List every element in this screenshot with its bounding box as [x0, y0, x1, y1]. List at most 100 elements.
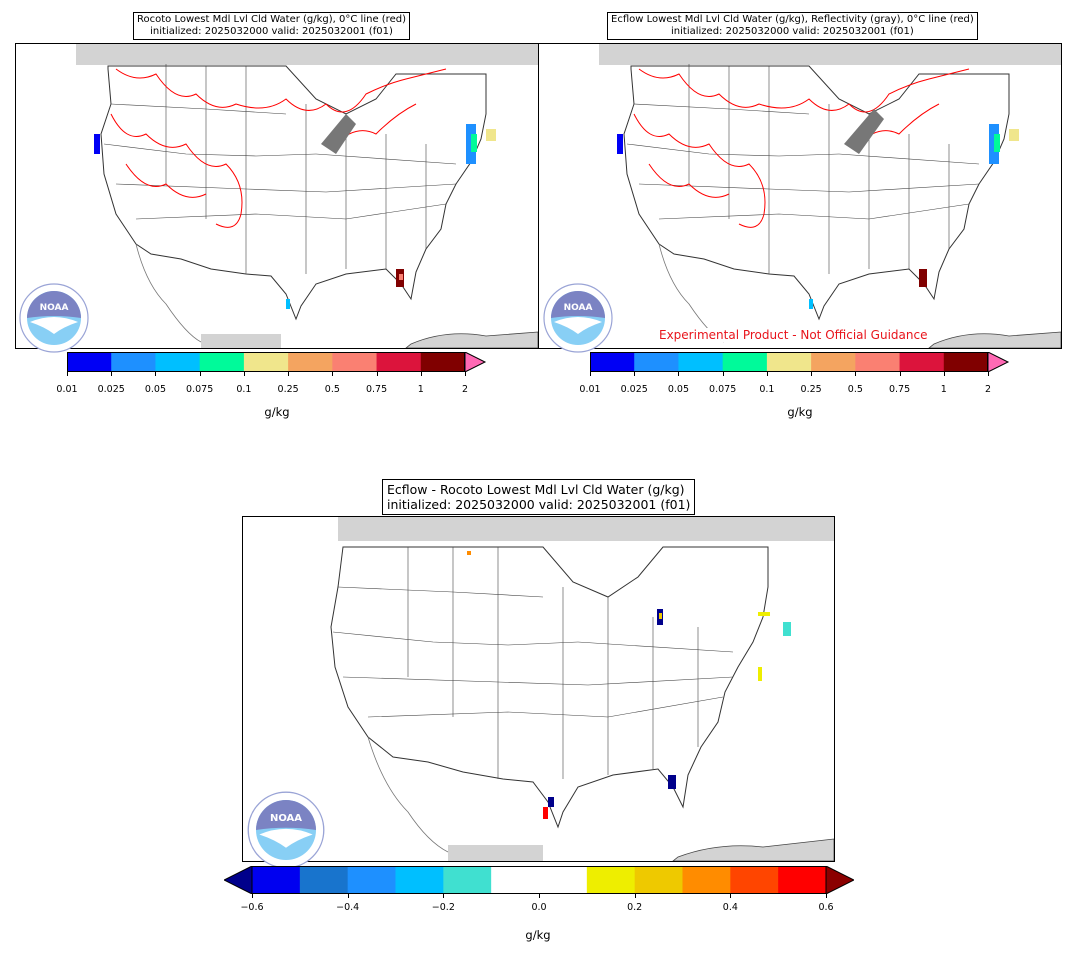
colorbar-swatch [155, 352, 201, 372]
colorbar-swatch [722, 352, 768, 372]
colorbar-tick [443, 894, 445, 898]
colorbar-swatch [943, 352, 989, 372]
colorbar-swatch [299, 866, 349, 894]
colorbar-tick [539, 894, 540, 898]
colorbar-extend-arrow [464, 351, 487, 373]
colorbar-swatch [682, 866, 731, 894]
colorbar-tick [730, 894, 732, 898]
colorbar-difference [222, 865, 856, 895]
us-outline [330, 546, 769, 829]
colorbar-tick [67, 372, 68, 376]
title-line-1: Ecflow Lowest Mdl Lvl Cld Water (g/kg), … [611, 14, 974, 25]
difference-field [467, 551, 791, 819]
colorbar-swatch [243, 352, 289, 372]
colorbar-swatch [899, 352, 945, 372]
cloud-water-field [617, 124, 1019, 309]
colorbar-swatch [199, 352, 245, 372]
colorbar-tick [252, 894, 253, 898]
state-borders [626, 64, 980, 274]
colorbar-swatch [590, 352, 635, 372]
colorbar-tick [766, 372, 768, 376]
colorbar-border [67, 352, 465, 372]
colorbar-swatch [443, 866, 492, 894]
colorbar-tick [811, 372, 813, 376]
colorbar-swatch [634, 866, 683, 894]
colorbar-tick-label: 0.75 [365, 384, 388, 395]
state-borders [103, 64, 457, 274]
state-borders [332, 547, 734, 779]
colorbar-tick-label: 0.0 [531, 902, 547, 913]
colorbar-swatches [67, 351, 487, 373]
map-canvas [76, 44, 538, 348]
colorbar-tick-label: 0.025 [97, 384, 125, 395]
colorbar-swatch [420, 352, 466, 372]
svg-text:NOAA: NOAA [564, 303, 593, 313]
colorbar-tick-label: 0.5 [324, 384, 340, 395]
colorbar-tick [199, 372, 201, 376]
noaa-logo: NOAA [542, 282, 614, 354]
panel-title: Rocoto Lowest Mdl Lvl Cld Water (g/kg), … [133, 12, 410, 40]
svg-text:NOAA: NOAA [40, 303, 69, 313]
colorbar-tick-label: 1 [940, 384, 947, 395]
colorbar-tick [347, 894, 349, 898]
colorbar-tick [420, 372, 422, 376]
colorbar-tick-label: 0.05 [667, 384, 690, 395]
colorbar-swatch [332, 352, 378, 372]
mexico-coast [367, 736, 449, 853]
cuba-shading [928, 331, 1061, 348]
map-rocoto [15, 43, 539, 349]
colorbar-swatch [395, 866, 444, 894]
colorbar-tick-label: 0.05 [144, 384, 167, 395]
colorbar-swatch [67, 352, 112, 372]
us-outline [623, 65, 1010, 321]
disclaimer-text: Experimental Product - Not Official Guid… [657, 328, 930, 342]
title-line-1: Rocoto Lowest Mdl Lvl Cld Water (g/kg), … [137, 14, 406, 25]
colorbar-tick-label: 0.01 [56, 384, 78, 395]
colorbar-tick [376, 372, 378, 376]
colorbar-swatch [855, 352, 901, 372]
colorbar-tick-label: −0.2 [431, 902, 455, 913]
noaa-logo: NOAA [18, 282, 90, 354]
colorbar-swatch [539, 866, 588, 894]
colorbar-swatch [491, 866, 540, 894]
colorbar-tick-label: 0.75 [888, 384, 911, 395]
freezing-line [110, 68, 447, 228]
title-line-2: initialized: 2025032000 valid: 202503200… [671, 26, 914, 37]
colorbar-swatch [634, 352, 679, 372]
panel-title: Ecflow - Rocoto Lowest Mdl Lvl Cld Water… [382, 479, 696, 515]
colorbar-swatch [678, 352, 724, 372]
map-canvas [599, 44, 1061, 348]
colorbar-swatch [586, 866, 636, 894]
colorbar-swatch [766, 352, 812, 372]
colorbar-ecflow [590, 351, 1010, 373]
colorbar-tick-label: 0.075 [186, 384, 214, 395]
colorbar-tick [155, 372, 157, 376]
svg-text:NOAA: NOAA [270, 813, 302, 824]
colorbar-tick-label: 1 [417, 384, 424, 395]
mexico-coast [135, 243, 202, 343]
colorbar-tick-label: 0.1 [236, 384, 252, 395]
mexico-shading [201, 334, 281, 348]
colorbar-tick [826, 894, 827, 898]
title-line-2: initialized: 2025032000 valid: 202503200… [387, 497, 691, 512]
colorbar-rocoto [67, 351, 487, 373]
colorbar-tick [288, 372, 290, 376]
canada-shading [76, 44, 538, 65]
noaa-logo: NOAA [246, 790, 326, 870]
colorbar-swatch [252, 866, 301, 894]
colorbar-tick [465, 372, 466, 376]
colorbar-tick [678, 372, 680, 376]
colorbar-unit: g/kg [787, 405, 813, 419]
title-line-2: initialized: 2025032000 valid: 202503200… [150, 26, 393, 37]
colorbar-tick-label: 0.25 [800, 384, 822, 395]
colorbar-tick [722, 372, 724, 376]
colorbar-tick-label: −0.4 [336, 902, 360, 913]
colorbar-swatch [347, 866, 396, 894]
colorbar-tick-label: 2 [461, 384, 469, 395]
colorbar-tick-label: 0.2 [627, 902, 643, 913]
cuba-shading [405, 331, 538, 348]
us-outline [100, 65, 487, 321]
colorbar-tick [855, 372, 857, 376]
colorbar-tick-label: 0.6 [818, 902, 834, 913]
colorbar-tick [634, 894, 636, 898]
